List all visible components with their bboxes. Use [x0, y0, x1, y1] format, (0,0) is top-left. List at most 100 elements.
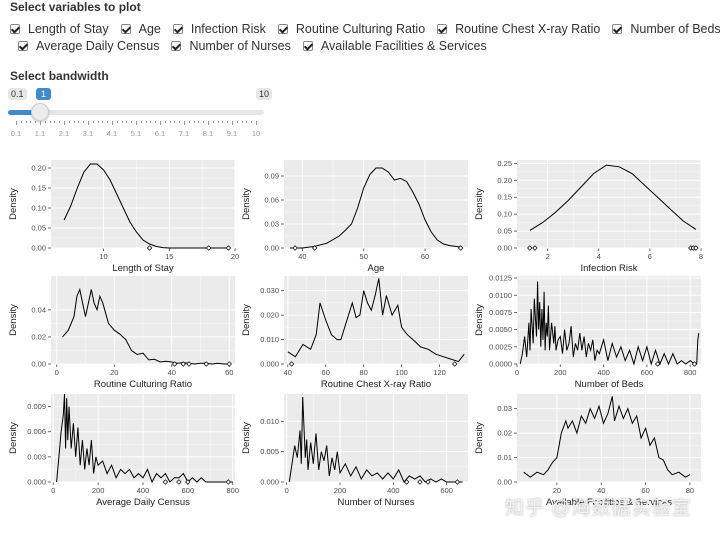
y-axis-label: Density: [8, 188, 19, 220]
bandwidth-section-title: Select bandwidth: [10, 69, 109, 83]
check-icon[interactable]: [10, 24, 20, 34]
slider-tick: [184, 121, 185, 125]
check-icon[interactable]: [302, 41, 313, 51]
density-plot: 40 50 60 0.00 0.03 0.06 0.09 Age Density: [241, 156, 477, 274]
checkbox-infection-risk[interactable]: Infection Risk: [172, 22, 266, 36]
density-plot: 20 40 60 80 0.00 0.01 0.02 0.03 Available Facili…: [474, 390, 710, 508]
slider-minor-tick: [203, 121, 205, 123]
density-plot-svg: 40 50 60 0.00 0.03 0.06 0.09 Age Density: [241, 160, 468, 274]
slider-minor-tick: [174, 121, 176, 123]
slider-minor-tick: [198, 121, 200, 123]
slider-minor-tick: [116, 121, 118, 123]
plot-background: [284, 160, 468, 248]
y-axis-label: Density: [241, 304, 252, 336]
checkbox-routine-culturing-ratio[interactable]: Routine Culturing Ratio: [277, 22, 425, 36]
slider-minor-tick: [150, 121, 152, 123]
data-point-marker: [403, 479, 410, 485]
slider-minor-tick: [155, 121, 157, 123]
data-point-marker: [655, 361, 661, 367]
slider-minor-tick: [102, 121, 104, 123]
checkbox-age[interactable]: Age: [120, 22, 161, 36]
x-axis-label: Average Daily Census: [96, 497, 190, 508]
bandwidth-slider[interactable]: 0.1 1 10 0.1 1.1 2.1 3.1 4.1 5.1 6.1 7.1 8.1 9.1 1…: [8, 88, 273, 140]
slider-minor-tick: [35, 121, 37, 123]
check-icon[interactable]: [18, 41, 28, 51]
x-tick-label: 200: [92, 486, 105, 495]
slider-minor-tick: [217, 121, 219, 123]
x-tick-label: 40: [298, 252, 306, 261]
density-plot-svg: 10 15 20 0.00 0.05 0.10 0.15 0.20 Length of Stay…: [8, 160, 239, 274]
data-point-marker: [452, 361, 458, 367]
x-tick-label: 60: [641, 486, 649, 495]
density-plot-svg: 0 200 400 600 800 0.000 0.003 0.006 0.009 Average…: [8, 393, 239, 508]
x-tick-label: 600: [182, 486, 195, 495]
slider-tick: [40, 121, 41, 125]
slider-minor-tick: [164, 121, 166, 123]
checkbox-average-daily-census[interactable]: Average Daily Census: [18, 39, 159, 53]
x-tick-label: 2: [546, 252, 550, 261]
data-point-marker: [457, 245, 464, 251]
density-plot: 40 60 80 100 120 0.000 0.010 0.020 0.030 Routine …: [241, 272, 477, 390]
slider-minor-tick: [227, 121, 229, 123]
data-point-marker: [203, 361, 209, 367]
checkbox-label: Number of Beds: [630, 22, 720, 36]
y-tick-label: 0.00: [497, 478, 512, 487]
y-axis-label: Density: [8, 422, 19, 454]
checkbox-label: Length of Stay: [28, 22, 109, 36]
x-tick-label: 15: [165, 252, 173, 261]
x-tick-label: 20: [110, 368, 118, 377]
slider-minor-tick: [251, 121, 253, 123]
check-icon[interactable]: [277, 24, 288, 34]
x-tick-label: 600: [440, 486, 453, 495]
x-tick-label: 80: [686, 486, 694, 495]
x-tick-label: 60: [225, 368, 233, 377]
slider-handle[interactable]: [31, 103, 49, 121]
slider-minor-tick: [169, 121, 171, 123]
y-axis-label: Density: [474, 304, 485, 336]
density-plot: 2 4 6 8 0.00 0.05 0.10 0.15 0.20 0.25 Infection Ri…: [474, 156, 710, 274]
slider-track[interactable]: [8, 110, 264, 115]
y-tick-label: 0.03: [264, 220, 279, 229]
checkbox-number-of-beds[interactable]: Number of Beds: [612, 22, 720, 36]
check-icon[interactable]: [120, 24, 131, 34]
y-tick-label: 0.005: [260, 447, 279, 456]
x-tick-label: 20: [231, 252, 239, 261]
check-icon[interactable]: [171, 41, 182, 51]
check-icon[interactable]: [437, 24, 448, 34]
slider-max-label: 10: [256, 88, 273, 100]
slider-minor-tick: [246, 121, 248, 123]
x-tick-label: 50: [360, 252, 368, 261]
data-point-marker: [454, 479, 461, 485]
slider-ticks: 0.1 1.1 2.1 3.1 4.1 5.1 6.1 7.1 8.1 9.1 10: [8, 121, 264, 138]
slider-tick-label: 7.1: [178, 129, 190, 138]
x-tick-label: 100: [395, 368, 408, 377]
checkbox-routine-chest-xray-ratio[interactable]: Routine Chest X-ray Ratio: [437, 22, 600, 36]
density-line: [290, 167, 462, 249]
data-point-marker: [527, 245, 533, 251]
y-tick-label: 0.0000: [489, 360, 512, 369]
density-line: [529, 164, 697, 231]
data-point-marker: [532, 245, 538, 251]
checkbox-length-of-stay[interactable]: Length of Stay: [10, 22, 109, 36]
y-tick-label: 0.15: [497, 193, 512, 202]
x-axis-label: Age: [368, 263, 385, 274]
checkbox-available-facilities[interactable]: Available Facilities & Services: [302, 39, 487, 53]
y-tick-label: 0.15: [31, 184, 46, 193]
slider-minor-tick: [49, 121, 51, 123]
checkbox-number-of-nurses[interactable]: Number of Nurses: [171, 39, 291, 53]
slider-tick-label: 6.1: [154, 129, 166, 138]
slider-tick: [136, 121, 137, 125]
x-tick-label: 0: [285, 486, 289, 495]
y-axis-label: Density: [241, 188, 252, 220]
check-icon[interactable]: [172, 24, 183, 34]
plot-background: [284, 394, 468, 482]
y-tick-label: 0.10: [31, 204, 46, 213]
x-axis-label: Number of Nurses: [337, 497, 414, 508]
slider-minor-tick: [222, 121, 224, 123]
density-line: [523, 396, 691, 478]
check-icon[interactable]: [612, 24, 623, 34]
y-tick-label: 0.02: [31, 332, 46, 341]
plot-background: [517, 394, 701, 482]
data-point-marker: [425, 479, 431, 485]
checkbox-label: Average Daily Census: [36, 39, 160, 53]
